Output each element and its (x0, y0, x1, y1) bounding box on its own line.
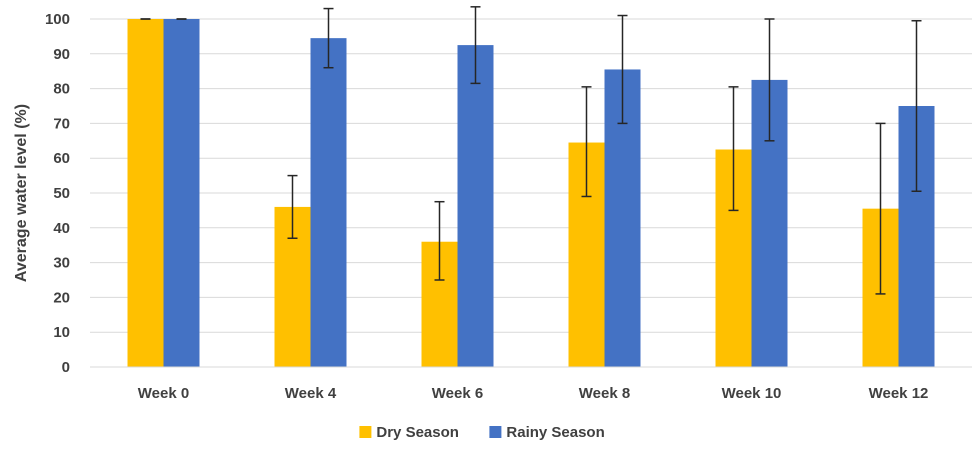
legend-label: Rainy Season (506, 424, 604, 441)
y-tick-label: 80 (53, 81, 70, 98)
x-category-label: Week 6 (432, 385, 483, 402)
error-bar-rainy-season-week-12 (911, 19, 922, 193)
legend-label: Dry Season (376, 424, 459, 441)
error-bar-dry-season-week-12 (875, 122, 886, 295)
bar-rainy-season-week-6 (457, 45, 494, 367)
y-tick-label: 100 (45, 11, 70, 28)
error-bar-dry-season-week-8 (581, 86, 592, 198)
x-category-label: Week 10 (722, 385, 782, 402)
error-bar-dry-season-week-4 (287, 174, 298, 239)
y-axis-title: Average water level (%) (13, 104, 30, 282)
x-category-label: Week 12 (869, 385, 929, 402)
legend-swatch (359, 426, 372, 438)
gridlines (90, 18, 972, 333)
y-tick-label: 0 (62, 359, 70, 376)
y-tick-label: 40 (53, 220, 70, 237)
x-category-label: Week 0 (138, 385, 189, 402)
y-tick-label: 10 (53, 324, 70, 341)
error-bar-rainy-season-week-8 (617, 14, 628, 125)
y-tick-label: 20 (53, 289, 70, 306)
legend-item-rainy-season: Rainy Season (489, 424, 605, 441)
error-bars (140, 6, 922, 295)
bar-rainy-season-week-0 (163, 19, 200, 367)
bars (127, 19, 935, 368)
error-bar-rainy-season-week-4 (323, 7, 334, 69)
x-category-label: Week 4 (285, 385, 337, 402)
legend-swatch (489, 426, 502, 438)
error-bar-rainy-season-week-10 (764, 18, 775, 142)
legend-item-dry-season: Dry Season (359, 424, 459, 441)
legend: Dry Season Rainy Season (359, 424, 605, 441)
y-tick-label: 60 (53, 150, 70, 167)
bar-dry-season-week-0 (127, 19, 164, 367)
y-tick-label: 70 (53, 115, 70, 132)
y-tick-label: 30 (53, 255, 70, 272)
error-bar-dry-season-week-10 (728, 86, 739, 212)
y-tick-label: 50 (53, 185, 70, 202)
x-category-label: Week 8 (579, 385, 630, 402)
y-tick-label: 90 (53, 46, 70, 63)
x-axis-categories: Week 0 Week 4 Week 6 Week 8 Week 10 Week 12 (138, 385, 929, 402)
error-bar-dry-season-week-6 (434, 200, 445, 281)
bar-rainy-season-week-4 (310, 38, 347, 367)
y-axis-ticks: 0 10 20 30 40 50 60 70 80 90 100 (45, 11, 70, 376)
error-bar-rainy-season-week-6 (470, 6, 481, 85)
